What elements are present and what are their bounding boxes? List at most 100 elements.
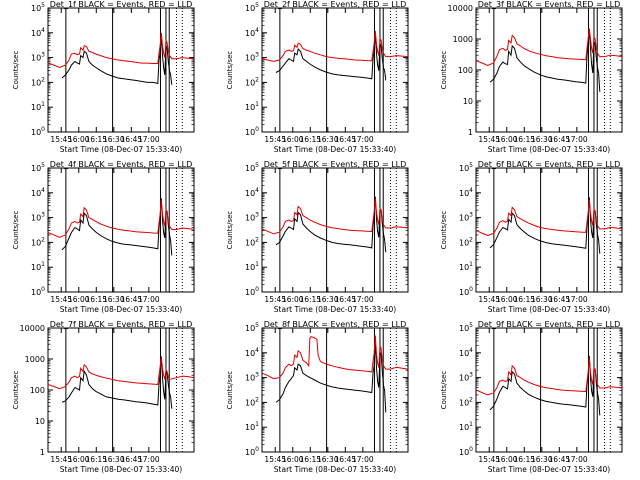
x-tick-label: 16:45 (121, 455, 143, 464)
x-axis-label: Start Time (08-Dec-07 15:33:40) (488, 465, 610, 474)
y-tick-label: 10 (463, 97, 473, 106)
y-tick-label: 104 (31, 187, 45, 198)
chart-panel-9: Det_9f BLACK = Events, RED = LLD 100 101 10… (440, 320, 623, 474)
plot-frame (261, 7, 409, 133)
x-tick-label: 17:00 (566, 455, 588, 464)
y-tick-label: 104 (31, 27, 45, 38)
y-tick-label: 105 (459, 162, 473, 173)
chart-title: Det_5f BLACK = Events, RED = LLD (264, 160, 407, 169)
y-tick-label: 100 (459, 286, 473, 297)
x-tick-label: 16:15 (513, 135, 535, 144)
chart-panel-4: Det_4f BLACK = Events, RED = LLD 100 101 10… (12, 160, 195, 314)
x-axis-label: Start Time (08-Dec-07 15:33:40) (488, 145, 610, 154)
y-tick-label: 103 (245, 372, 259, 383)
y-tick-label: 101 (459, 261, 473, 272)
y-tick-label: 105 (459, 322, 473, 333)
x-tick-label: 16:00 (282, 455, 304, 464)
x-tick-label: 16:15 (513, 295, 535, 304)
x-axis-label: Start Time (08-Dec-07 15:33:40) (488, 305, 610, 314)
lld-series-line (47, 200, 195, 238)
x-tick-label: 15:45 (478, 135, 500, 144)
y-tick-label: 102 (31, 236, 45, 247)
y-tick-label: 101 (245, 421, 259, 432)
x-tick-label: 16:15 (85, 135, 107, 144)
x-tick-label: 16:00 (68, 295, 90, 304)
events-series-line (61, 198, 173, 256)
y-tick-label: 100 (459, 446, 473, 457)
x-axis-label: Start Time (08-Dec-07 15:33:40) (60, 305, 182, 314)
y-tick-label: 101 (459, 421, 473, 432)
chart-panel-7: Det_7f BLACK = Events, RED = LLD 1 10 100 10… (12, 320, 195, 474)
y-axis-label: Counts/sec (12, 371, 20, 410)
x-tick-label: 15:45 (478, 455, 500, 464)
y-tick-label: 102 (245, 76, 259, 87)
x-tick-label: 16:30 (103, 455, 125, 464)
y-axis-label: Counts/sec (12, 211, 20, 250)
y-tick-label: 102 (245, 396, 259, 407)
x-tick-label: 16:45 (335, 135, 357, 144)
x-tick-label: 16:30 (103, 135, 125, 144)
y-tick-label: 103 (245, 212, 259, 223)
chart-title: Det_9f BLACK = Events, RED = LLD (478, 320, 621, 329)
y-axis-label: Counts/sec (440, 371, 448, 410)
x-axis-label: Start Time (08-Dec-07 15:33:40) (60, 465, 182, 474)
y-tick-label: 1000 (25, 355, 45, 364)
y-tick-label: 105 (31, 162, 45, 173)
chart-title: Det_3f BLACK = Events, RED = LLD (478, 0, 621, 9)
x-tick-label: 16:30 (531, 135, 553, 144)
x-tick-label: 15:45 (264, 135, 286, 144)
plot-frame (261, 327, 409, 453)
y-tick-label: 102 (459, 396, 473, 407)
y-tick-label: 105 (31, 2, 45, 13)
events-series-line (489, 197, 601, 254)
x-tick-label: 15:45 (50, 135, 72, 144)
plot-frame (47, 327, 195, 453)
lld-series-line (261, 335, 409, 380)
x-tick-label: 15:45 (50, 455, 72, 464)
x-tick-label: 17:00 (566, 295, 588, 304)
plot-frame (47, 167, 195, 293)
y-tick-label: 103 (31, 212, 45, 223)
x-tick-label: 16:00 (68, 455, 90, 464)
x-tick-label: 16:45 (335, 295, 357, 304)
events-series-line (489, 355, 601, 416)
x-tick-label: 17:00 (566, 135, 588, 144)
x-tick-label: 16:45 (335, 455, 357, 464)
y-tick-label: 100 (458, 66, 473, 75)
events-series-line (275, 340, 387, 413)
x-tick-label: 15:45 (50, 295, 72, 304)
plot-frame (475, 167, 623, 293)
lld-series-line (475, 199, 623, 237)
x-tick-label: 16:30 (531, 295, 553, 304)
x-tick-label: 16:00 (496, 135, 518, 144)
chart-title: Det_8f BLACK = Events, RED = LLD (264, 320, 407, 329)
x-tick-label: 16:00 (496, 455, 518, 464)
x-tick-label: 16:00 (68, 135, 90, 144)
y-axis-label: Counts/sec (226, 371, 234, 410)
y-tick-label: 105 (245, 2, 259, 13)
x-axis-label: Start Time (08-Dec-07 15:33:40) (274, 465, 396, 474)
y-tick-label: 104 (245, 187, 259, 198)
chart-title: Det_2f BLACK = Events, RED = LLD (264, 0, 407, 9)
chart-panel-5: Det_5f BLACK = Events, RED = LLD 100 101 10… (226, 160, 409, 314)
y-tick-label: 100 (31, 286, 45, 297)
y-tick-label: 101 (245, 101, 259, 112)
x-tick-label: 16:45 (549, 295, 571, 304)
x-tick-label: 17:00 (138, 135, 160, 144)
x-tick-label: 16:15 (299, 295, 321, 304)
y-tick-label: 100 (245, 286, 259, 297)
y-tick-label: 101 (245, 261, 259, 272)
x-tick-label: 16:30 (103, 295, 125, 304)
chart-panel-2: Det_2f BLACK = Events, RED = LLD 100 101 10… (226, 0, 409, 154)
y-tick-label: 100 (245, 446, 259, 457)
x-tick-label: 17:00 (138, 455, 160, 464)
y-tick-label: 104 (245, 347, 259, 358)
chart-panel-6: Det_6f BLACK = Events, RED = LLD 100 101 10… (440, 160, 623, 314)
x-tick-label: 16:00 (282, 295, 304, 304)
y-tick-label: 101 (31, 101, 45, 112)
chart-title: Det_6f BLACK = Events, RED = LLD (478, 160, 621, 169)
y-tick-label: 102 (31, 76, 45, 87)
x-tick-label: 15:45 (264, 455, 286, 464)
y-axis-label: Counts/sec (226, 211, 234, 250)
x-tick-label: 16:15 (85, 295, 107, 304)
